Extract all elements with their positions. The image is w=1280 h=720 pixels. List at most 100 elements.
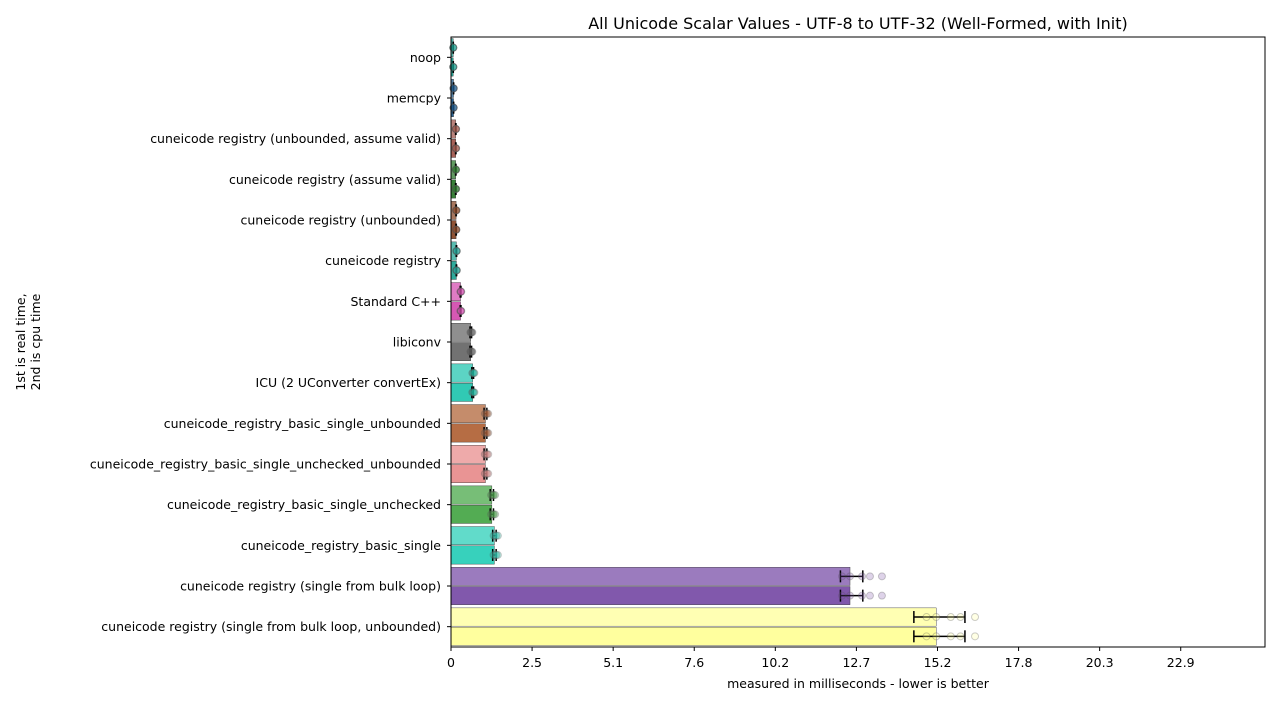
- sample-point: [456, 287, 465, 296]
- sample-point: [451, 125, 460, 134]
- y-tick-labels: noop memcpy cuneicode registry (unbounded,…: [90, 50, 451, 634]
- sample-point: [467, 328, 476, 337]
- sample-point: [468, 369, 477, 378]
- sample-point: [846, 572, 855, 581]
- sample-point: [449, 103, 458, 112]
- sample-point: [449, 103, 458, 112]
- sample-point: [484, 428, 493, 437]
- sample-point: [484, 409, 493, 418]
- y-axis-label: 1st is real time, 2nd is cpu time: [13, 293, 43, 390]
- sample-point: [489, 491, 498, 500]
- sample-point: [468, 328, 477, 337]
- sample-point: [452, 206, 461, 215]
- sample-point: [482, 450, 491, 459]
- sample-point: [452, 225, 461, 234]
- y-tick-label: ICU (2 UConverter convertEx): [256, 375, 441, 390]
- sample-point: [451, 184, 460, 193]
- x-tick-label: 0: [447, 655, 455, 670]
- y-tick-label: cuneicode registry (unbounded): [241, 213, 441, 228]
- sample-point: [877, 572, 886, 581]
- sample-point: [493, 531, 502, 540]
- sample-point: [946, 613, 955, 622]
- sample-point: [452, 184, 461, 193]
- y-axis-label-line2: 2nd is cpu time: [28, 293, 43, 390]
- sample-point: [481, 409, 490, 418]
- bar-real-time: [450, 607, 937, 627]
- sample-point: [452, 247, 461, 256]
- sample-point: [449, 84, 458, 93]
- sample-point: [971, 613, 980, 622]
- sample-point: [452, 144, 461, 153]
- sample-point: [466, 347, 475, 356]
- sample-point: [877, 591, 886, 600]
- sample-point: [452, 266, 461, 275]
- y-tick-label: cuneicode registry: [325, 253, 442, 268]
- sample-point: [449, 62, 458, 71]
- sample-point: [468, 369, 477, 378]
- sample-point: [449, 103, 458, 112]
- sample-point: [452, 206, 461, 215]
- sample-point: [451, 125, 460, 134]
- sample-point: [456, 306, 465, 315]
- sample-point: [491, 491, 500, 500]
- sample-point: [946, 632, 955, 641]
- sample-point: [490, 531, 499, 540]
- sample-point: [468, 388, 477, 397]
- sample-point: [452, 225, 461, 234]
- sample-point: [481, 428, 490, 437]
- sample-point: [452, 266, 461, 275]
- x-tick-label: 22.9: [1167, 655, 1195, 670]
- x-tick-label: 17.8: [1005, 655, 1033, 670]
- sample-point: [857, 591, 866, 600]
- sample-point: [452, 165, 461, 174]
- bar-cpu-time: [450, 545, 495, 565]
- sample-point: [865, 572, 874, 581]
- sample-point: [452, 266, 461, 275]
- x-ticks: 0 2.5 5.1 7.6 10.2 12.7 15.2 17.8 20.3 22.9: [447, 647, 1195, 670]
- sample-point: [452, 206, 461, 215]
- sample-point: [469, 388, 478, 397]
- sample-point: [487, 510, 496, 519]
- sample-point: [489, 550, 498, 559]
- sample-point: [483, 469, 492, 478]
- sample-point: [470, 369, 479, 378]
- sample-point: [956, 613, 965, 622]
- x-tick-label: 12.7: [842, 655, 870, 670]
- sample-point: [466, 328, 475, 337]
- bar-real-time: [450, 404, 486, 424]
- x-axis-label: measured in milliseconds - lower is bett…: [727, 676, 990, 691]
- sample-point: [451, 165, 460, 174]
- sample-point: [451, 144, 460, 153]
- bar-cpu-time: [450, 626, 937, 646]
- sample-point: [452, 206, 461, 215]
- sample-point: [492, 550, 501, 559]
- sample-point: [467, 347, 476, 356]
- sample-point: [452, 247, 461, 256]
- sample-point: [489, 491, 498, 500]
- sample-point: [449, 84, 458, 93]
- sample-point: [449, 84, 458, 93]
- bar-real-time: [450, 485, 493, 505]
- sample-point: [838, 572, 847, 581]
- sample-point: [482, 469, 491, 478]
- sample-point: [480, 428, 489, 437]
- bar-cpu-time: [450, 423, 486, 443]
- sample-point: [932, 632, 941, 641]
- sample-point: [491, 531, 500, 540]
- x-tick-label: 7.6: [684, 655, 704, 670]
- sample-point: [487, 491, 496, 500]
- sample-point: [489, 510, 498, 519]
- y-tick-label: memcpy: [387, 91, 442, 106]
- sample-point: [469, 369, 478, 378]
- sample-point: [491, 510, 500, 519]
- bar-real-time: [450, 567, 851, 586]
- y-tick-label: cuneicode_registry_basic_single: [241, 538, 441, 553]
- sample-point: [484, 450, 493, 459]
- plot-frame: [450, 36, 1266, 648]
- sample-point: [457, 306, 466, 315]
- y-tick-label: cuneicode registry (single from bulk loo…: [180, 579, 441, 594]
- sample-point: [469, 369, 478, 378]
- bar-cpu-time: [450, 586, 851, 605]
- sample-point: [482, 428, 491, 437]
- sample-point: [452, 266, 461, 275]
